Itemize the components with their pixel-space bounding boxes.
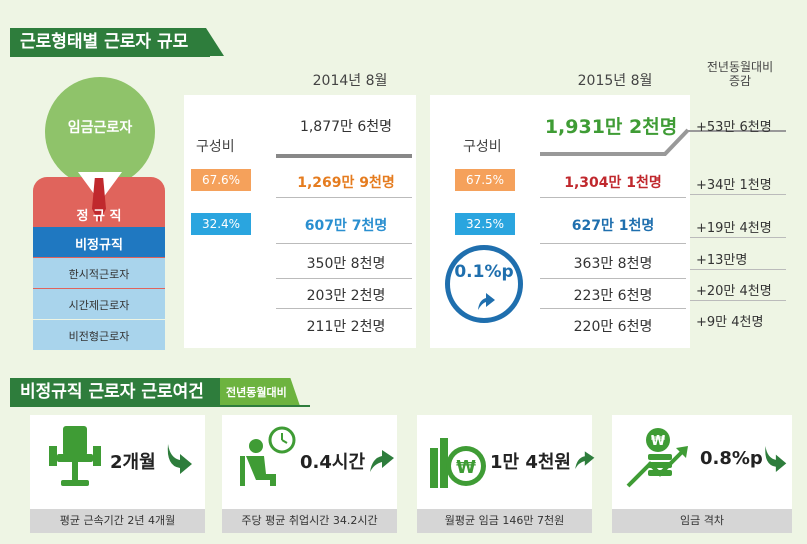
line-2015-3 xyxy=(540,278,686,279)
section2-subtitle: 전년동월대비 xyxy=(226,386,287,399)
year-2014: 2014년 8월 xyxy=(312,73,388,89)
svg-text:₩: ₩ xyxy=(456,457,476,478)
total-growth-line xyxy=(540,128,690,156)
hours-value: 0.4시간 xyxy=(300,452,366,473)
parttime-2015: 223만 6천명 xyxy=(573,288,653,304)
regular-pct-2014: 67.6% xyxy=(191,169,251,191)
nonregular-2014: 607만 7천명 xyxy=(304,218,388,234)
limited-2014: 350만 8천명 xyxy=(306,256,386,272)
total-2014-line xyxy=(276,154,412,158)
atypical-2014: 211만 2천명 xyxy=(306,319,386,335)
section2-tab xyxy=(220,378,300,406)
parttime-2014: 203만 2천명 xyxy=(306,288,386,304)
wage-caption: 월평균 임금 146만 7천원 xyxy=(417,509,592,533)
year-2015: 2015년 8월 xyxy=(577,73,653,89)
section1-title-tab xyxy=(206,28,224,56)
worker-tie xyxy=(92,178,106,222)
limited-bar xyxy=(33,258,165,288)
hours-caption: 주당 평균 취업시간 34.2시간 xyxy=(222,509,397,533)
inc-line-1 xyxy=(690,194,786,195)
nonregular-pct-2015: 32.5% xyxy=(455,213,515,235)
section2-title: 비정규직 근로자 근로여건 xyxy=(10,378,220,406)
money-trend-icon: ₩ xyxy=(626,428,688,488)
comp-label-2015: 구성비 xyxy=(463,139,502,155)
regular-2015: 1,304만 1천명 xyxy=(564,175,662,191)
worker-head xyxy=(45,77,155,187)
tenure-caption: 평균 근속기간 2년 4개월 xyxy=(30,509,205,533)
worker-figure: 임금근로자 정 규 직 비정규직 한시적근로자 시간제근로자 비전형근로자 xyxy=(30,72,170,352)
nonregular-pct-2014: 32.4% xyxy=(191,213,251,235)
up-arrow-icon xyxy=(370,450,394,472)
line-2015-1 xyxy=(540,197,686,198)
down-arrow-icon xyxy=(765,446,787,472)
nonregular-2015: 627만 1천명 xyxy=(571,218,655,234)
total-growth-ext xyxy=(688,130,786,132)
change-badge-label: 0.1%p xyxy=(454,262,514,282)
inc-limited: +13만명 xyxy=(696,253,748,268)
nonregular-label: 비정규직 xyxy=(75,238,123,253)
up-arrow-icon xyxy=(575,451,595,469)
chair-icon xyxy=(49,426,101,486)
parttime-bar xyxy=(33,289,165,319)
line-2015-2 xyxy=(540,243,686,244)
atypical-bar xyxy=(33,320,165,350)
inc-total: +53만 6천명 xyxy=(696,120,772,135)
inc-line-2 xyxy=(690,237,786,238)
line-2015-4 xyxy=(540,308,686,309)
coins-icon: ₩ xyxy=(430,438,486,488)
inc-parttime: +20만 4천명 xyxy=(696,284,772,299)
yoy-header: 전년동월대비 증감 xyxy=(706,60,774,88)
change-badge xyxy=(445,245,523,323)
inc-line-4 xyxy=(690,300,786,301)
total-2014: 1,877만 6천명 xyxy=(299,119,393,135)
up-arrow-icon xyxy=(478,293,495,310)
line-2014-4 xyxy=(276,308,412,309)
wage-value: 1만 4천원 xyxy=(490,452,571,473)
section2-underline xyxy=(10,405,310,407)
down-arrow-icon xyxy=(167,444,192,474)
clock-person-icon xyxy=(240,426,296,486)
inc-line-3 xyxy=(690,269,786,270)
worker-head-label: 임금근로자 xyxy=(67,120,133,136)
inc-nonregular: +19만 4천명 xyxy=(696,221,772,236)
gap-caption: 임금 격차 xyxy=(612,509,792,533)
comp-label-2014: 구성비 xyxy=(196,139,235,155)
svg-text:₩: ₩ xyxy=(651,434,666,449)
line-2014-1 xyxy=(276,197,412,198)
atypical-2015: 220만 6천명 xyxy=(573,319,653,335)
regular-label: 정 규 직 xyxy=(76,209,122,224)
limited-2015: 363만 8천명 xyxy=(573,256,653,272)
tenure-value: 2개월 xyxy=(110,452,156,473)
section1-underline xyxy=(10,55,210,57)
limited-label: 한시적근로자 xyxy=(68,268,130,281)
atypical-label: 비전형근로자 xyxy=(68,330,130,343)
line-2014-3 xyxy=(276,278,412,279)
section1-title: 근로형태별 근로자 규모 xyxy=(10,28,206,56)
inc-atypical: +9만 4천명 xyxy=(696,315,764,330)
line-2014-2 xyxy=(276,243,412,244)
parttime-label: 시간제근로자 xyxy=(68,299,130,312)
total-2015: 1,931만 2천명 xyxy=(544,116,678,138)
regular-pct-2015: 67.5% xyxy=(455,169,515,191)
inc-regular: +34만 1천명 xyxy=(696,178,772,193)
nonregular-bar xyxy=(33,227,165,257)
gap-value: 0.8%p xyxy=(700,448,763,469)
regular-2014: 1,269만 9천명 xyxy=(297,175,395,191)
